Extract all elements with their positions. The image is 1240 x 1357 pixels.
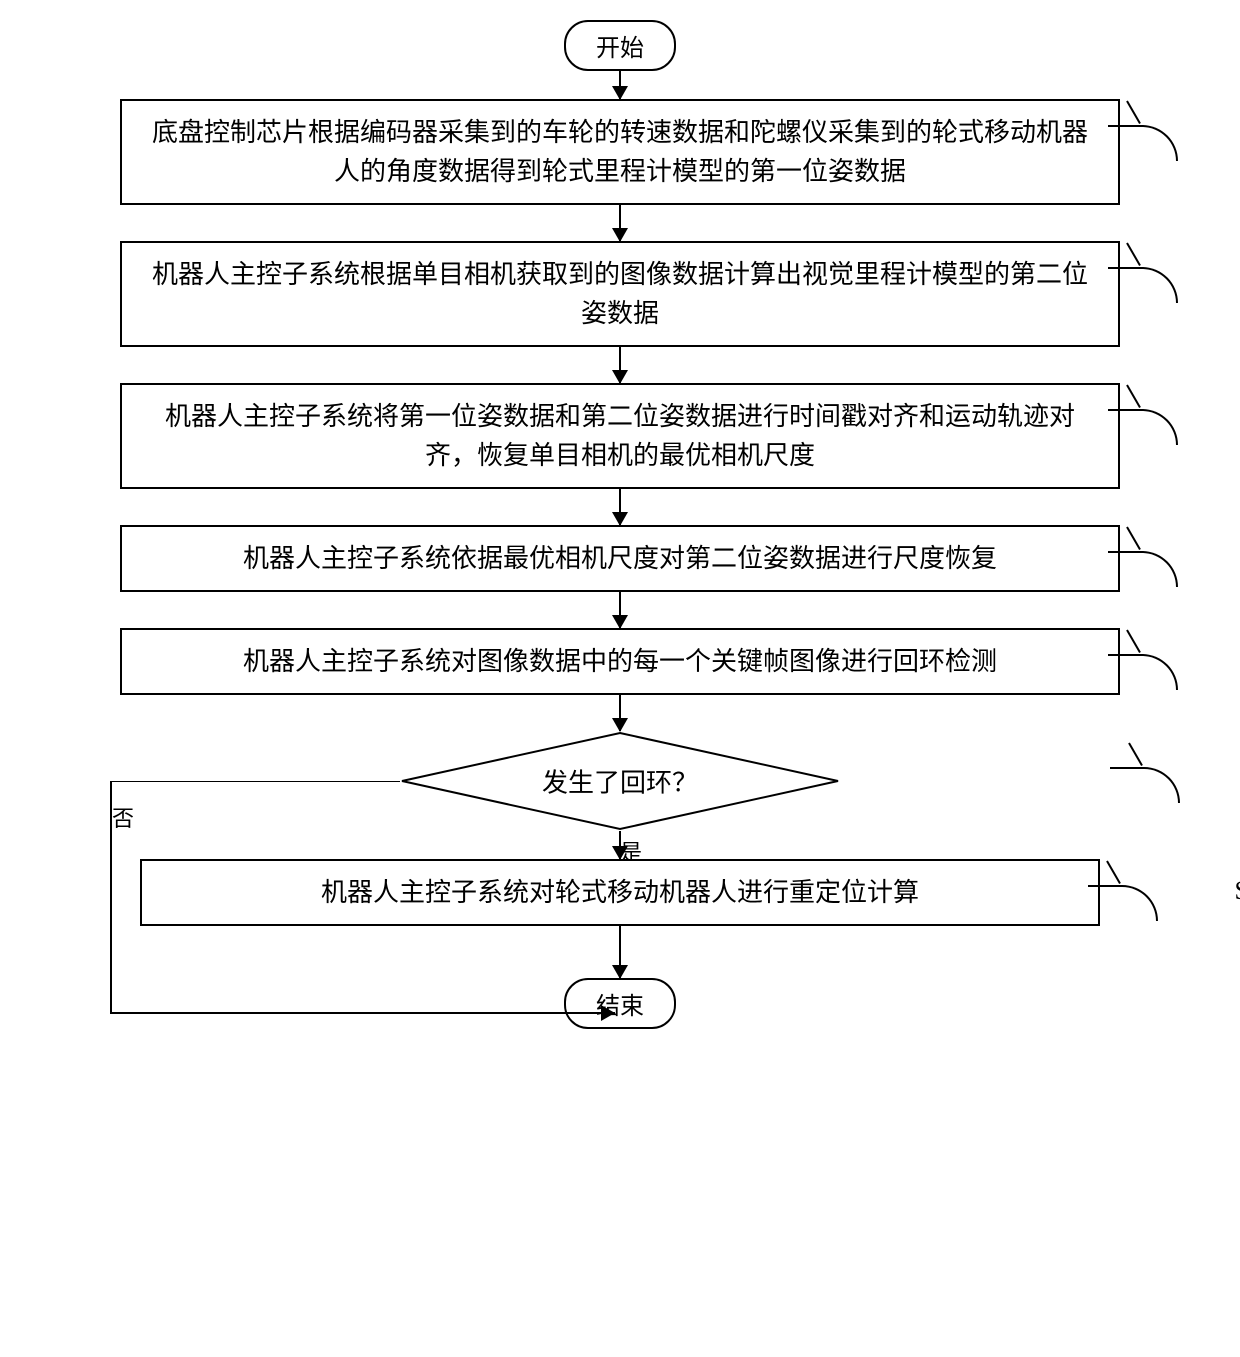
arrow (619, 926, 621, 978)
process-text: 机器人主控子系统将第一位姿数据和第二位姿数据进行时间戳对齐和运动轨迹对齐，恢复单… (165, 402, 1075, 470)
label-connector (1088, 885, 1158, 921)
label-connector (1108, 409, 1178, 445)
arrow (619, 695, 621, 731)
process-text: 机器人主控子系统对轮式移动机器人进行重定位计算 (321, 878, 919, 907)
process-text: 机器人主控子系统对图像数据中的每一个关键帧图像进行回环检测 (243, 647, 997, 676)
no-label: 否 (112, 801, 134, 833)
arrow (619, 71, 621, 99)
decision-s106: 发生了回环？ (400, 731, 840, 831)
step-row: 机器人主控子系统对轮式移动机器人进行重定位计算 S107 (120, 859, 1120, 926)
label-connector-diag (1106, 861, 1121, 885)
step-row: 机器人主控子系统根据单目相机获取到的图像数据计算出视觉里程计模型的第二位姿数据 … (120, 241, 1120, 347)
process-text: 底盘控制芯片根据编码器采集到的车轮的转速数据和陀螺仪采集到的轮式移动机器人的角度… (152, 118, 1088, 186)
process-s103: 机器人主控子系统将第一位姿数据和第二位姿数据进行时间戳对齐和运动轨迹对齐，恢复单… (120, 383, 1120, 489)
step-row: 机器人主控子系统对图像数据中的每一个关键帧图像进行回环检测 S105 (120, 628, 1120, 695)
process-s105: 机器人主控子系统对图像数据中的每一个关键帧图像进行回环检测 S105 (120, 628, 1120, 695)
label-connector-diag (1126, 385, 1141, 409)
process-text: 机器人主控子系统依据最优相机尺度对第二位姿数据进行尺度恢复 (243, 544, 997, 573)
step-row: 机器人主控子系统依据最优相机尺度对第二位姿数据进行尺度恢复 S104 (120, 525, 1120, 592)
label-connector-diag (1126, 527, 1141, 551)
label-connector-diag (1126, 243, 1141, 267)
step-label: S107 (1235, 871, 1240, 910)
start-label: 开始 (596, 36, 644, 62)
label-connector (1110, 767, 1180, 803)
label-connector (1108, 654, 1178, 690)
process-text: 机器人主控子系统根据单目相机获取到的图像数据计算出视觉里程计模型的第二位姿数据 (152, 260, 1088, 328)
decision-wrapper: 发生了回环？ S106 否 (120, 731, 1120, 831)
process-s101: 底盘控制芯片根据编码器采集到的车轮的转速数据和陀螺仪采集到的轮式移动机器人的角度… (120, 99, 1120, 205)
arrow (619, 489, 621, 525)
process-s104: 机器人主控子系统依据最优相机尺度对第二位姿数据进行尺度恢复 S104 (120, 525, 1120, 592)
step-row: 机器人主控子系统将第一位姿数据和第二位姿数据进行时间戳对齐和运动轨迹对齐，恢复单… (120, 383, 1120, 489)
start-terminal: 开始 (564, 20, 676, 71)
arrow (619, 592, 621, 628)
flowchart-container: 开始 底盘控制芯片根据编码器采集到的车轮的转速数据和陀螺仪采集到的轮式移动机器人… (20, 20, 1220, 1029)
end-terminal: 结束 (564, 978, 676, 1029)
label-connector-diag (1128, 743, 1143, 767)
label-connector (1108, 267, 1178, 303)
label-connector-diag (1126, 630, 1141, 654)
process-s107: 机器人主控子系统对轮式移动机器人进行重定位计算 S107 (140, 859, 1100, 926)
process-s102: 机器人主控子系统根据单目相机获取到的图像数据计算出视觉里程计模型的第二位姿数据 … (120, 241, 1120, 347)
label-connector-diag (1126, 101, 1141, 125)
label-connector (1108, 551, 1178, 587)
decision-text: 发生了回环？ (542, 763, 698, 800)
label-connector (1108, 125, 1178, 161)
end-label: 结束 (596, 994, 644, 1020)
arrow (619, 347, 621, 383)
arrow (619, 205, 621, 241)
step-row: 底盘控制芯片根据编码器采集到的车轮的转速数据和陀螺仪采集到的轮式移动机器人的角度… (120, 99, 1120, 205)
